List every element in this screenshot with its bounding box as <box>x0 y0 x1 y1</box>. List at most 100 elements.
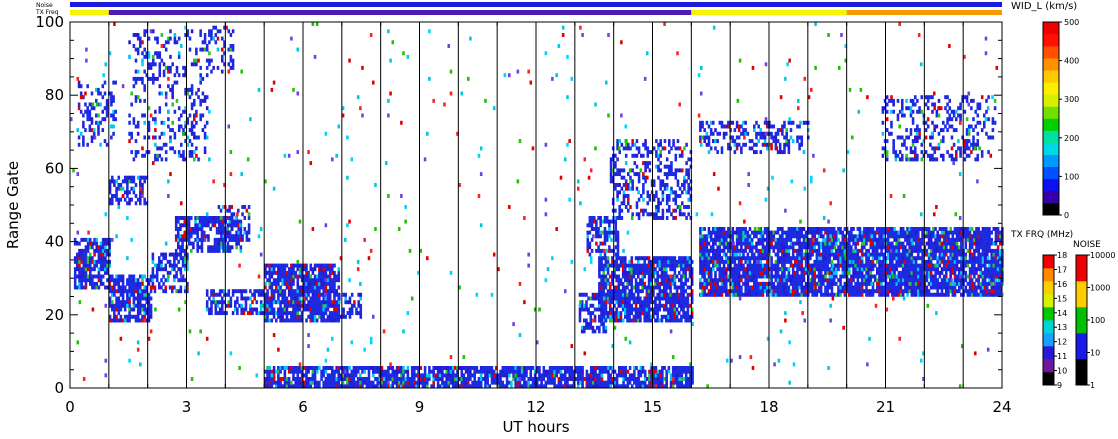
data-cell <box>750 278 754 283</box>
data-cell <box>557 377 561 381</box>
data-cell <box>766 248 769 253</box>
data-cell <box>707 234 711 239</box>
data-cell <box>101 128 105 133</box>
data-cell <box>410 384 414 389</box>
data-cell <box>707 256 711 261</box>
data-cell <box>108 274 112 279</box>
data-cell <box>266 278 269 283</box>
data-cell <box>141 51 144 56</box>
data-cell <box>322 314 325 319</box>
data-cell <box>772 267 776 272</box>
data-cell <box>725 278 728 283</box>
data-cell <box>546 380 550 385</box>
data-cell <box>731 259 735 264</box>
data-cell <box>400 366 403 370</box>
data-cell <box>382 380 386 385</box>
data-cell <box>690 259 694 264</box>
data-cell <box>328 278 332 283</box>
data-cell <box>635 212 639 217</box>
data-cell <box>82 285 86 290</box>
data-cell <box>613 267 616 272</box>
data-cell <box>155 274 159 279</box>
data-cell <box>298 380 302 385</box>
data-cell <box>309 303 313 308</box>
data-cell <box>690 311 694 316</box>
data-cell <box>662 263 666 268</box>
data-cell <box>88 102 92 107</box>
data-cell <box>136 47 140 52</box>
data-cell <box>348 300 352 305</box>
data-cell <box>264 274 267 279</box>
data-cell <box>128 303 131 308</box>
data-cell <box>601 219 605 224</box>
data-cell <box>132 274 136 279</box>
data-cell <box>822 241 825 246</box>
data-cell <box>716 256 719 261</box>
data-cell <box>88 113 92 118</box>
data-cell <box>287 274 291 279</box>
data-cell <box>804 256 808 261</box>
data-cell <box>235 245 238 250</box>
data-cell <box>287 303 291 308</box>
data-cell <box>123 289 127 294</box>
data-cell <box>322 373 325 378</box>
data-cell <box>617 303 621 308</box>
data-cell <box>660 292 664 297</box>
data-cell <box>798 227 801 231</box>
data-cell <box>676 377 679 381</box>
data-cell <box>266 300 269 305</box>
data-cell <box>171 263 174 268</box>
data-cell <box>186 120 190 125</box>
data-cell <box>655 194 658 198</box>
data-cell <box>311 377 315 381</box>
data-cell <box>633 380 636 385</box>
data-cell <box>707 263 711 268</box>
data-cell <box>639 303 642 308</box>
data-cell <box>665 164 669 169</box>
data-cell <box>143 285 146 290</box>
data-cell <box>652 289 655 294</box>
data-cell <box>621 285 625 290</box>
data-cell <box>614 252 618 257</box>
data-cell <box>652 314 655 319</box>
data-cell <box>237 237 240 242</box>
data-cell <box>634 303 638 308</box>
data-cell <box>505 373 509 378</box>
data-cell <box>108 285 111 290</box>
data-cell <box>600 366 604 370</box>
data-cell <box>703 227 706 231</box>
data-cell <box>785 292 788 297</box>
data-cell <box>184 109 187 114</box>
data-cell <box>318 300 321 305</box>
data-cell <box>128 175 131 180</box>
data-cell <box>783 292 786 297</box>
data-cell <box>757 270 760 275</box>
txfreq-strip-segment <box>846 10 1002 15</box>
data-cell <box>682 366 686 370</box>
data-cell <box>326 281 330 286</box>
data-cell <box>720 267 724 272</box>
data-cell <box>637 373 640 378</box>
data-cell <box>103 106 107 111</box>
data-cell <box>501 369 505 374</box>
data-cell <box>746 274 750 279</box>
data-cell <box>716 227 719 231</box>
data-cell <box>800 267 804 272</box>
data-cell <box>337 274 341 279</box>
data-cell <box>333 303 336 308</box>
data-cell <box>667 314 670 319</box>
data-cell <box>84 259 88 264</box>
data-cell <box>687 175 690 180</box>
data-cell <box>809 245 812 250</box>
data-cell <box>147 128 151 133</box>
data-cell <box>294 366 297 370</box>
data-cell <box>126 186 129 191</box>
data-cell <box>735 234 739 239</box>
data-cell <box>315 369 319 374</box>
data-cell <box>712 256 715 261</box>
data-cell <box>589 384 593 389</box>
data-cell <box>143 54 146 59</box>
data-cell <box>243 230 247 235</box>
data-cell <box>290 380 293 385</box>
data-cell <box>268 285 272 290</box>
